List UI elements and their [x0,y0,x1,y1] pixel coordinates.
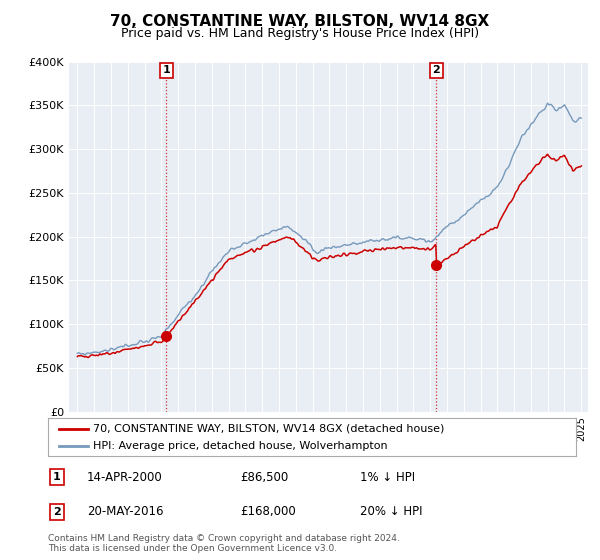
Text: 20-MAY-2016: 20-MAY-2016 [87,505,163,519]
Text: Price paid vs. HM Land Registry's House Price Index (HPI): Price paid vs. HM Land Registry's House … [121,27,479,40]
Text: 1: 1 [53,472,61,482]
Text: £168,000: £168,000 [240,505,296,519]
Text: 70, CONSTANTINE WAY, BILSTON, WV14 8GX (detached house): 70, CONSTANTINE WAY, BILSTON, WV14 8GX (… [93,424,444,434]
Text: 1: 1 [163,66,170,76]
Text: HPI: Average price, detached house, Wolverhampton: HPI: Average price, detached house, Wolv… [93,441,388,451]
Text: 1% ↓ HPI: 1% ↓ HPI [360,470,415,484]
Text: 2: 2 [433,66,440,76]
Text: 2: 2 [53,507,61,517]
Text: 14-APR-2000: 14-APR-2000 [87,470,163,484]
Text: Contains HM Land Registry data © Crown copyright and database right 2024.
This d: Contains HM Land Registry data © Crown c… [48,534,400,553]
Text: £86,500: £86,500 [240,470,288,484]
Text: 20% ↓ HPI: 20% ↓ HPI [360,505,422,519]
Text: 70, CONSTANTINE WAY, BILSTON, WV14 8GX: 70, CONSTANTINE WAY, BILSTON, WV14 8GX [110,14,490,29]
